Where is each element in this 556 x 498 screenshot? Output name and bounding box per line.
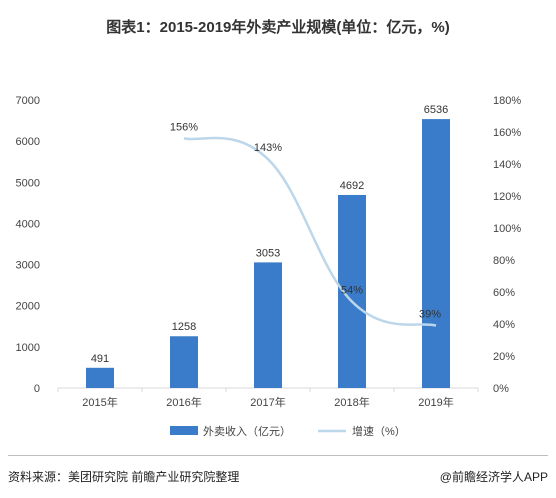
y-left-tick-label: 7000	[16, 95, 40, 107]
growth-line	[183, 136, 437, 327]
y-left-tick-label: 1000	[16, 342, 40, 354]
line-value-label: 156%	[170, 121, 198, 133]
chart-axes: 2015年 2016年 2017年 2018年 2019年 0 1000 2000 3000 40…	[16, 95, 522, 409]
chart-title: 图表1：2015-2019年外卖产业规模(单位：亿元，%)	[106, 19, 450, 36]
y-left-tick-label: 5000	[16, 177, 40, 189]
footer-divider	[8, 455, 548, 456]
y-right-tick-label: 180%	[493, 95, 521, 107]
y-right-tick-label: 160%	[493, 127, 521, 139]
bar-series	[86, 119, 450, 389]
y-left-tick-label: 6000	[16, 136, 40, 148]
legend-bar-swatch	[170, 426, 198, 435]
legend-line-label: 增速（%）	[352, 424, 406, 438]
line-value-label: 39%	[419, 309, 441, 321]
x-tick-label: 2016年	[166, 395, 201, 409]
bar-value-label: 4692	[340, 180, 364, 192]
x-tick-label: 2018年	[334, 395, 369, 409]
chart-svg: 2015年 2016年 2017年 2018年 2019年 0 1000 2000 3000 40…	[16, 95, 522, 438]
bar-value-label: 6536	[424, 104, 448, 116]
x-tick-label: 2017年	[250, 395, 285, 409]
y-right-tick-label: 0%	[493, 383, 509, 395]
source-text: 资料来源：美团研究院 前瞻产业研究院整理	[8, 470, 240, 484]
line-value-label: 54%	[341, 285, 363, 297]
legend-bar-label: 外卖收入（亿元）	[203, 424, 291, 438]
y-left-tick-label: 0	[34, 383, 40, 395]
line-value-label: 143%	[254, 142, 282, 154]
y-left-tick-label: 3000	[16, 260, 40, 272]
x-tick-label: 2015年	[82, 395, 117, 409]
brand-text: @前瞻经济学人APP	[439, 470, 548, 484]
y-right-tick-label: 100%	[493, 223, 521, 235]
y-left-tick-label: 2000	[16, 301, 40, 313]
bar	[86, 367, 114, 388]
bar-value-label: 1258	[172, 321, 196, 333]
bar-value-label: 3053	[256, 247, 280, 259]
y-right-tick-label: 40%	[493, 319, 515, 331]
line-series	[183, 136, 437, 327]
y-right-tick-label: 140%	[493, 159, 521, 171]
data-labels: 491 1258 3053 4692 6536 156% 143% 54% 39%	[91, 104, 448, 365]
x-tick-label: 2019年	[418, 395, 453, 409]
bar	[170, 336, 198, 388]
y-right-tick-label: 80%	[493, 255, 515, 267]
y-right-tick-label: 120%	[493, 191, 521, 203]
y-right-tick-label: 20%	[493, 351, 515, 363]
legend: 外卖收入（亿元） 增速（%）	[170, 424, 406, 438]
bar	[254, 262, 282, 388]
bar	[422, 119, 450, 389]
bar-value-label: 491	[91, 353, 109, 365]
y-right-tick-label: 60%	[493, 287, 515, 299]
y-left-tick-label: 4000	[16, 218, 40, 230]
